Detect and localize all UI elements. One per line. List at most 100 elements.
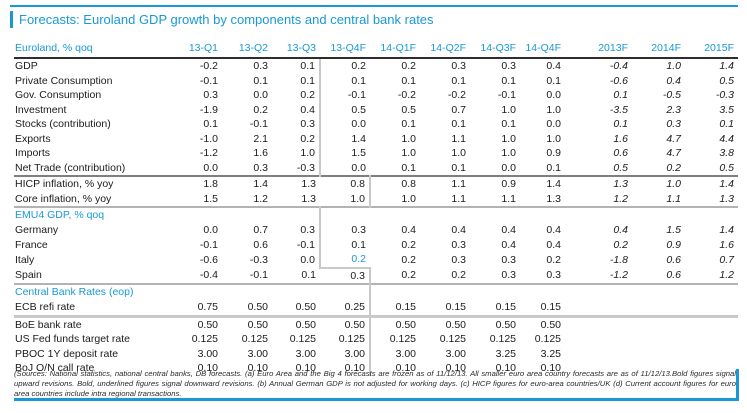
cell-value: 0.9 (546, 147, 561, 159)
cell-value: 4.7 (666, 147, 681, 159)
cell-value: -1.2 (609, 269, 628, 281)
cell-value: 0.10 (247, 362, 268, 374)
cell-value: 0.4 (272, 102, 321, 117)
section-header-row: Central Bank Rates (eop) (14, 283, 738, 300)
cell-value (565, 300, 632, 316)
cell-value: 1.0 (501, 103, 516, 116)
cell-value: 0.125 (389, 333, 416, 345)
cell-value: 3.00 (197, 347, 218, 360)
cell-value: 0.50 (420, 314, 470, 332)
cell-value (565, 332, 632, 347)
cell-value: 0.7 (253, 224, 268, 236)
cell-value: -0.2 (397, 89, 416, 101)
cell-value: 0.125 (489, 333, 516, 345)
row-label: BoE bank rate (14, 314, 172, 332)
cell-value: 1.4 (520, 175, 565, 192)
cell-value: 0.2 (272, 131, 321, 146)
row-label: PBOC 1Y deposit rate (15, 347, 119, 360)
cell-value: 0.0 (203, 161, 218, 174)
cell-value (565, 347, 632, 362)
cell-value: 0.8 (320, 175, 371, 192)
cell-value: 0.2 (351, 60, 366, 72)
cell-value: 0.4 (451, 224, 466, 236)
cell-value: 0.1 (253, 74, 268, 87)
cell-value: -0.1 (199, 238, 218, 251)
section-header-row: EMU4 GDP, % qoq (14, 206, 738, 223)
row-label: Imports (15, 147, 51, 159)
cell-value: 0.15 (495, 301, 516, 313)
cell-value: -0.1 (249, 118, 268, 130)
cell-value: -0.1 (497, 89, 516, 101)
row-label: GDP (15, 60, 38, 72)
cell-value: 1.8 (172, 175, 222, 192)
row-label: Core inflation, % yoy (15, 192, 112, 205)
cell-value: 0.4 (546, 238, 561, 251)
cell-value: 0.0 (272, 252, 321, 268)
cell-value: 0.0 (546, 118, 561, 130)
cell-value: -0.5 (662, 89, 681, 101)
cell-value: 0.1 (546, 74, 561, 87)
cell-value: 0.1 (351, 238, 366, 251)
cell-value: 0.50 (272, 314, 320, 332)
section-header-label: EMU4 GDP, % qoq (14, 206, 321, 223)
cell-value: 0.50 (295, 301, 316, 313)
row-label: US Fed funds target rate (15, 333, 130, 345)
cell-value: 0.50 (370, 314, 420, 332)
table-row: Germany 0.0 0.7 0.3 0.3 0.4 0.4 0.4 0.4 0.4 1.5 1.4 (14, 223, 738, 238)
column-header: 13-Q2 (222, 39, 272, 59)
table-row: Investment -1.9 0.2 0.4 0.5 0.5 0.7 1.0 1.0 -3.5 2… (14, 102, 738, 117)
cell-value: 0.6 (613, 147, 628, 159)
cell-value: -0.2 (199, 60, 218, 72)
cell-value: 0.125 (241, 333, 268, 345)
cell-value: 0.3 (546, 269, 561, 281)
cell-value: 0.0 (253, 89, 268, 101)
cell-value: 0.1 (501, 74, 516, 87)
cell-value: 0.3 (501, 253, 516, 266)
column-header: 14-Q4F (520, 39, 565, 59)
cell-value: 0.2 (401, 238, 416, 251)
cell-value: 0.4 (613, 224, 628, 236)
top-accent-rule (10, 5, 738, 7)
cell-value: 0.1 (401, 118, 416, 130)
cell-value: 0.50 (222, 314, 272, 332)
cell-value: 0.5 (719, 74, 734, 87)
cell-value (685, 347, 738, 362)
row-label: France (15, 238, 48, 251)
cell-value: 0.6 (666, 269, 681, 281)
cell-value: 0.3 (320, 267, 371, 284)
cell-value: 1.3 (565, 175, 632, 192)
cell-value: -0.3 (249, 253, 268, 266)
row-label: ECB refi rate (15, 301, 76, 313)
cell-value: 1.6 (613, 132, 628, 145)
cell-value: 1.5 (351, 147, 366, 159)
cell-value: 0.4 (501, 224, 516, 236)
cell-value: 0.3 (253, 161, 268, 174)
cell-value: 0.3 (272, 117, 321, 132)
cell-value: 0.10 (495, 362, 516, 374)
cell-value: -3.5 (609, 103, 628, 116)
cell-value: 0.10 (197, 362, 218, 374)
cell-value: 0.75 (197, 301, 218, 313)
cell-value: -0.1 (199, 74, 218, 87)
cell-value: 0.10 (295, 362, 316, 374)
cell-value (632, 300, 685, 316)
cell-value: 1.3 (272, 175, 320, 192)
row-label: Italy (15, 253, 35, 266)
table-row: Italy -0.6 -0.3 0.0 0.2 0.2 0.3 0.3 0.2 -1.8 0.6 0.… (14, 252, 738, 269)
cell-value: -0.4 (609, 60, 628, 72)
cell-value: 0.2 (401, 60, 416, 72)
cell-value: 0.10 (540, 362, 561, 374)
cell-value: 0.0 (546, 89, 561, 101)
cell-value: 1.0 (501, 147, 516, 159)
cell-value: 0.50 (520, 314, 565, 332)
forecast-table: Euroland, % qoq 13-Q1 13-Q2 13-Q3 13-Q4F 14-Q… (14, 39, 738, 376)
cell-value: 0.0 (501, 161, 516, 174)
cell-value: 0.3 (501, 60, 516, 72)
cell-value: 0.1 (401, 161, 416, 174)
cell-value: 1.2 (253, 192, 268, 205)
cell-value: 1.2 (719, 269, 734, 281)
cell-value: 1.5 (203, 192, 218, 205)
cell-value: 0.4 (401, 224, 416, 236)
cell-value (685, 332, 738, 347)
cell-value (632, 332, 685, 347)
